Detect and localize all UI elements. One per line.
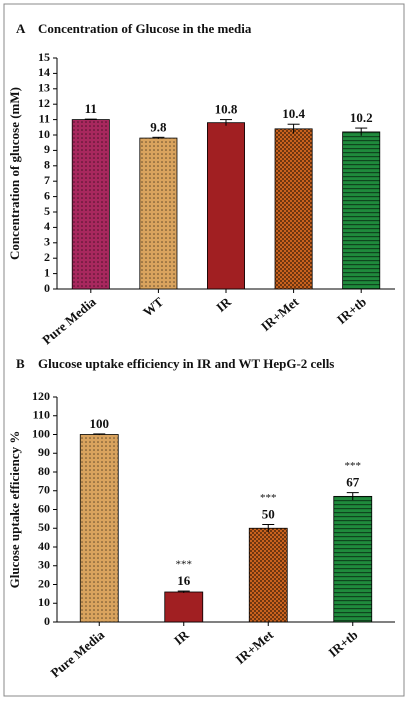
value-label: 10.8 xyxy=(215,102,238,117)
bar-texture xyxy=(249,528,288,622)
panel-label: B xyxy=(16,356,25,371)
y-tick-label: 60 xyxy=(38,501,50,515)
y-tick-label: 10 xyxy=(38,595,50,609)
y-tick-label: 2 xyxy=(44,250,50,264)
y-tick-label: 15 xyxy=(38,50,50,64)
frame xyxy=(3,3,405,697)
y-tick-label: 5 xyxy=(44,204,50,218)
y-tick-label: 100 xyxy=(32,426,50,440)
y-tick-label: 30 xyxy=(38,558,50,572)
y-tick-label: 10 xyxy=(38,127,50,141)
bar xyxy=(164,591,204,623)
y-tick-label: 14 xyxy=(38,65,50,79)
y-tick-label: 6 xyxy=(44,188,50,202)
chart-title: Glucose uptake efficiency in IR and WT H… xyxy=(38,356,334,371)
value-label: 67 xyxy=(346,475,360,490)
y-tick-label: 3 xyxy=(44,235,50,249)
bar-texture xyxy=(72,119,110,289)
y-axis-label: Glucose uptake efficiency % xyxy=(7,431,22,589)
bar xyxy=(207,122,245,290)
x-tick-label: IR xyxy=(213,294,234,315)
y-tick-label: 70 xyxy=(38,483,50,497)
y-tick-label: 4 xyxy=(44,219,50,233)
bar-texture xyxy=(80,434,119,622)
x-tick-label: WT xyxy=(140,294,166,320)
bar-texture xyxy=(275,128,313,289)
y-tick-label: 9 xyxy=(44,142,50,156)
y-axis-label: Concentration of glucose (mM) xyxy=(7,87,22,260)
x-tick-label: IR+tb xyxy=(325,627,360,660)
y-tick-label: 120 xyxy=(32,389,50,403)
y-tick-label: 0 xyxy=(44,614,50,628)
y-tick-label: 11 xyxy=(39,111,50,125)
value-label: 10.4 xyxy=(282,106,305,121)
y-tick-label: 8 xyxy=(44,158,50,172)
significance-label: *** xyxy=(176,559,193,571)
bar-texture xyxy=(333,496,372,622)
y-tick-label: 1 xyxy=(44,265,50,279)
value-label: 11 xyxy=(85,101,97,116)
x-tick-label: IR xyxy=(171,627,192,648)
significance-label: *** xyxy=(260,492,277,504)
value-label: 9.8 xyxy=(150,119,167,134)
y-tick-label: 20 xyxy=(38,576,50,590)
y-tick-label: 7 xyxy=(44,173,50,187)
value-label: 100 xyxy=(90,416,110,431)
value-label: 16 xyxy=(177,573,191,588)
x-tick-label: IR+Met xyxy=(233,627,277,667)
y-tick-label: 13 xyxy=(38,81,50,95)
value-label: 50 xyxy=(262,506,275,521)
y-tick-label: 90 xyxy=(38,445,50,459)
bar-texture xyxy=(342,131,380,289)
y-tick-label: 12 xyxy=(38,96,50,110)
chart-title: Concentration of Glucose in the media xyxy=(38,21,252,36)
y-tick-label: 110 xyxy=(33,408,50,422)
x-tick-label: Pure Media xyxy=(48,627,108,681)
y-tick-label: 50 xyxy=(38,520,50,534)
x-tick-label: IR+tb xyxy=(334,294,369,327)
significance-label: *** xyxy=(345,460,362,472)
bar-texture xyxy=(139,138,177,289)
value-label: 10.2 xyxy=(350,110,373,125)
x-tick-label: Pure Media xyxy=(39,294,99,348)
panel-label: A xyxy=(16,21,26,36)
y-tick-label: 0 xyxy=(44,281,50,295)
x-tick-label: IR+Met xyxy=(258,294,302,334)
y-tick-label: 40 xyxy=(38,539,50,553)
y-tick-label: 80 xyxy=(38,464,50,478)
